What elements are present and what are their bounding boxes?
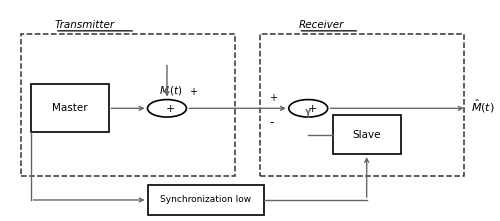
Bar (30, 84, 108, 132)
Bar (148, 185, 264, 215)
Text: +: + (189, 88, 197, 97)
Circle shape (288, 100, 328, 117)
Bar (21, 34, 235, 176)
Bar (332, 115, 401, 154)
Text: +: + (308, 104, 317, 114)
Text: $M\,(t)$: $M\,(t)$ (159, 84, 183, 97)
Bar (260, 34, 464, 176)
Text: +: + (166, 104, 175, 114)
Text: Synchronization low: Synchronization low (160, 195, 252, 204)
Text: $\hat{M}(t)$: $\hat{M}(t)$ (472, 97, 495, 115)
Text: +: + (270, 93, 278, 103)
Text: Master: Master (52, 103, 88, 113)
Text: -: - (270, 116, 274, 129)
Text: Receiver: Receiver (298, 20, 344, 30)
Text: Transmitter: Transmitter (55, 20, 115, 30)
Circle shape (148, 100, 186, 117)
Text: Slave: Slave (352, 130, 381, 139)
